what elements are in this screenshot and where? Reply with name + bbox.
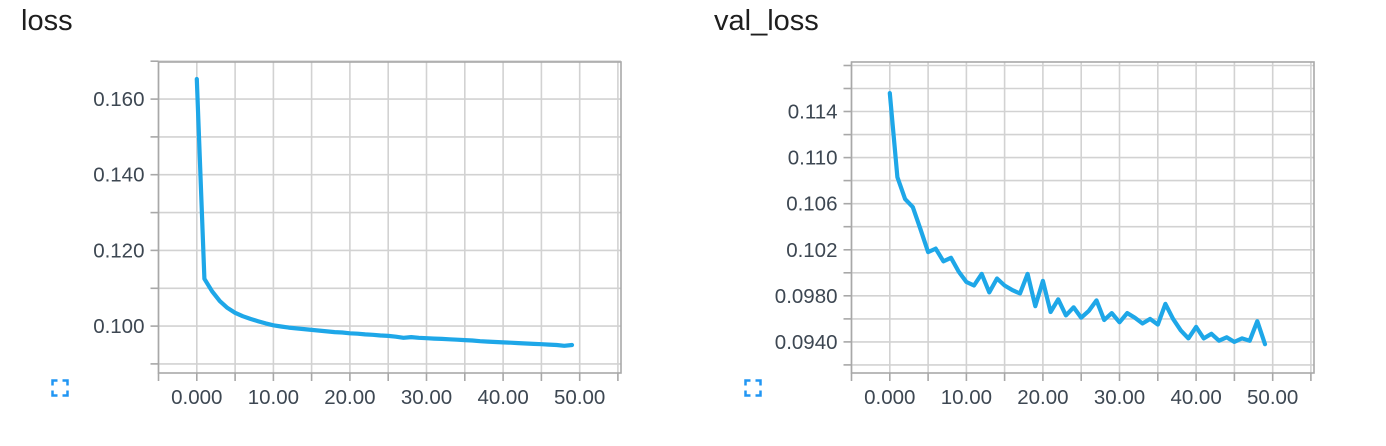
chart-title-loss: loss bbox=[21, 5, 73, 37]
svg-text:10.00: 10.00 bbox=[248, 386, 299, 409]
axis-ticks bbox=[150, 60, 619, 381]
svg-text:30.00: 30.00 bbox=[1094, 386, 1145, 409]
svg-text:0.110: 0.110 bbox=[788, 147, 838, 170]
svg-text:0.000: 0.000 bbox=[864, 386, 915, 409]
loss-line-chart[interactable]: 0.000 10.00 20.00 30.00 40.00 50.00 0.100 0.120… bbox=[0, 0, 693, 446]
chart-card-val-loss: val_loss 0.000 10.00 20.00 30.00 40.00 50.00 0… bbox=[693, 0, 1386, 446]
svg-text:0.120: 0.120 bbox=[93, 239, 144, 262]
axis-tick-labels: 0.000 10.00 20.00 30.00 40.00 50.00 0.100 0.120… bbox=[93, 88, 605, 409]
fullscreen-icon bbox=[744, 379, 762, 397]
series-line bbox=[887, 90, 1268, 347]
svg-text:50.00: 50.00 bbox=[1247, 386, 1298, 409]
svg-text:50.00: 50.00 bbox=[554, 386, 605, 409]
fullscreen-icon bbox=[51, 379, 69, 397]
svg-text:0.0980: 0.0980 bbox=[775, 285, 838, 308]
svg-text:0.160: 0.160 bbox=[93, 88, 144, 111]
expand-chart-button[interactable] bbox=[737, 372, 769, 404]
plot-border bbox=[850, 61, 1315, 374]
svg-text:0.106: 0.106 bbox=[786, 193, 837, 216]
svg-text:40.00: 40.00 bbox=[477, 386, 528, 409]
svg-text:40.00: 40.00 bbox=[1170, 386, 1221, 409]
svg-text:0.102: 0.102 bbox=[786, 239, 837, 262]
gridlines bbox=[850, 62, 1314, 373]
svg-text:0.0940: 0.0940 bbox=[775, 331, 838, 354]
axis-ticks bbox=[843, 64, 1312, 381]
axis-tick-labels: 0.000 10.00 20.00 30.00 40.00 50.00 0.0940 0.09… bbox=[775, 101, 1299, 410]
val-loss-line-chart[interactable]: 0.000 10.00 20.00 30.00 40.00 50.00 0.0940 0.09… bbox=[693, 0, 1386, 446]
svg-text:30.00: 30.00 bbox=[401, 386, 452, 409]
gridlines bbox=[157, 60, 621, 373]
svg-text:20.00: 20.00 bbox=[324, 386, 375, 409]
plot-border bbox=[157, 61, 622, 374]
svg-text:0.140: 0.140 bbox=[93, 164, 144, 187]
series-line bbox=[194, 76, 575, 348]
chart-card-loss: loss 0.000 10.00 20.00 30.00 40.00 50.00 0.100… bbox=[0, 0, 693, 446]
expand-chart-button[interactable] bbox=[44, 372, 76, 404]
svg-text:10.00: 10.00 bbox=[941, 386, 992, 409]
svg-text:20.00: 20.00 bbox=[1017, 386, 1068, 409]
chart-title-val-loss: val_loss bbox=[714, 5, 819, 37]
svg-text:0.100: 0.100 bbox=[93, 315, 144, 338]
svg-text:0.114: 0.114 bbox=[788, 101, 838, 124]
svg-text:0.000: 0.000 bbox=[171, 386, 222, 409]
